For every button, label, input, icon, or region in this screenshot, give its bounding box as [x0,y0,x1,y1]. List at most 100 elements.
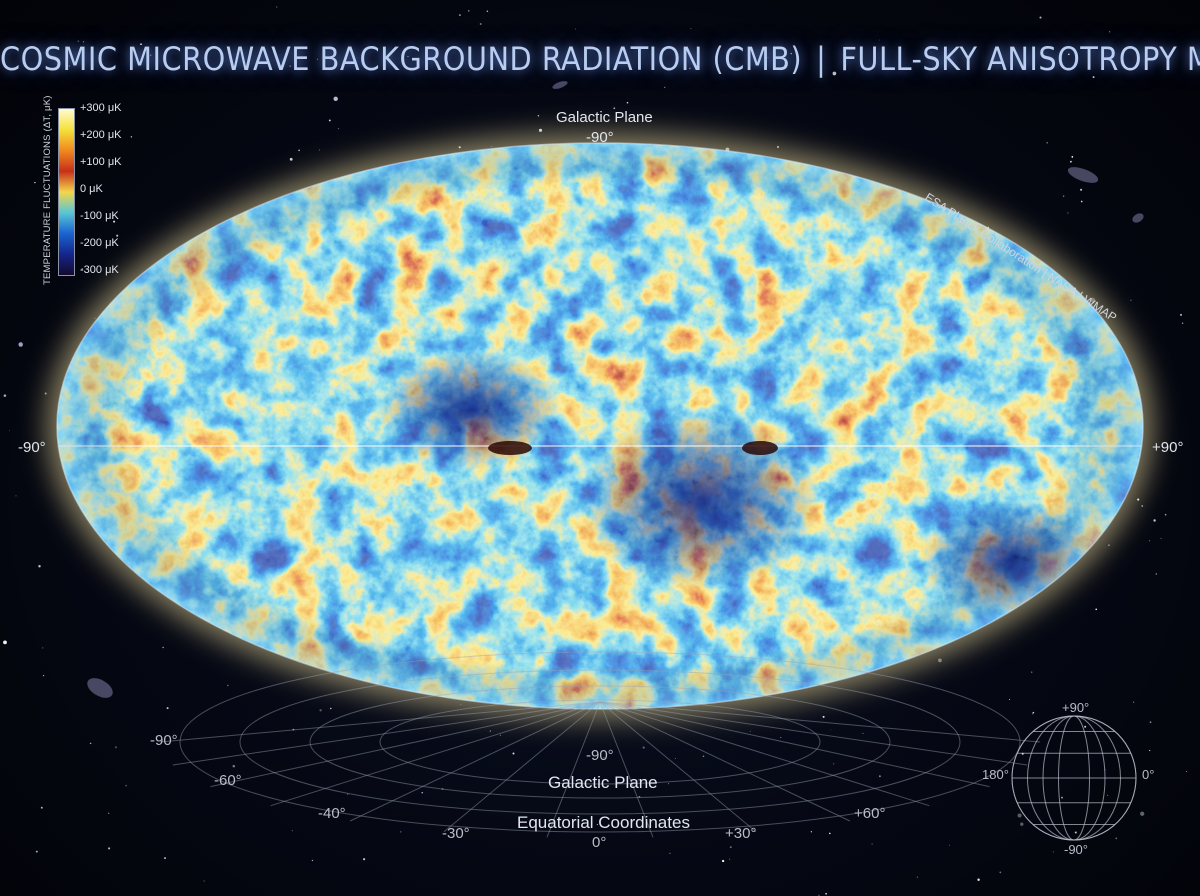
star [527,55,530,58]
star [441,787,444,791]
star [596,824,598,826]
star [291,830,293,832]
star [1148,540,1151,542]
star [603,756,605,759]
star [289,65,291,67]
star [833,763,835,765]
star [149,54,152,56]
star [780,736,782,739]
star [733,49,734,50]
star [35,850,38,853]
grid-tick-label: -40° [318,805,346,822]
star [721,859,725,863]
star [949,844,950,846]
star [3,640,7,645]
grid-line [599,701,1041,743]
grid-tick-label: +60° [854,805,886,822]
grid-line [599,701,654,838]
star [1133,701,1135,703]
grid-line [546,701,601,838]
star [164,857,166,860]
star [1185,770,1187,773]
star [1155,573,1158,575]
star [512,752,515,755]
colorbar-tick: +300 μK [80,102,122,114]
star [879,39,880,41]
star [1009,698,1011,701]
star [81,268,83,270]
galaxy [87,678,113,698]
colorbar [58,108,75,276]
star [1181,322,1184,325]
star [1068,53,1070,56]
star [9,430,10,432]
globe-left-label: 180° [982,767,1009,782]
star [642,746,645,749]
star [40,806,43,809]
star [1130,299,1132,302]
grid-line [443,701,601,833]
top-plane-label: Galactic Plane [556,109,653,126]
star [938,658,942,663]
star [116,234,119,237]
star [1164,513,1167,516]
star [486,10,489,13]
star [298,149,300,152]
star [1071,156,1074,158]
star [38,565,41,568]
star [130,136,133,138]
star [18,342,23,347]
star [82,41,85,43]
star [1153,519,1156,522]
star [77,40,80,42]
star [1180,314,1182,316]
star [1052,851,1054,853]
star [1080,200,1083,203]
grid-left-label: -90° [150,732,178,749]
star [790,52,792,55]
grid-line [599,701,851,822]
title-main: COSMIC MICROWAVE BACKGROUND RADIATION (C… [0,40,803,78]
star [311,859,314,862]
title-sub: FULL-SKY ANISOTROPY MAP [840,40,1200,78]
star [832,71,837,76]
star [108,812,110,814]
star [421,792,423,794]
star [1115,837,1118,840]
grid-ellipse [309,685,891,799]
star [407,56,409,57]
star [275,6,278,8]
star [830,729,832,731]
grid-line [172,701,601,766]
page-title: COSMIC MICROWAVE BACKGROUND RADIATION (C… [0,40,1200,78]
star [319,709,322,712]
star [702,755,705,758]
grid-bottom-label: 0° [592,834,607,851]
star [1141,505,1143,507]
star [89,742,92,745]
star [1039,16,1042,19]
grid-line [599,701,990,788]
star [400,831,402,833]
star [749,730,751,732]
star [829,832,831,835]
star [318,149,321,151]
star [1070,160,1072,163]
star [1074,831,1077,834]
star [1020,822,1024,826]
colorbar-tick: +100 μK [80,156,122,168]
star [825,892,827,895]
star [15,495,17,497]
star [479,23,482,25]
grid-tick-label: +30° [725,825,757,842]
star [688,67,691,70]
star [1062,195,1065,197]
grid-tick-label: -30° [442,825,470,842]
star [1080,188,1083,191]
star [3,394,7,397]
star [337,127,340,130]
star [162,646,164,649]
top-value-label: -90° [586,129,614,146]
title-separator: | [816,40,827,78]
